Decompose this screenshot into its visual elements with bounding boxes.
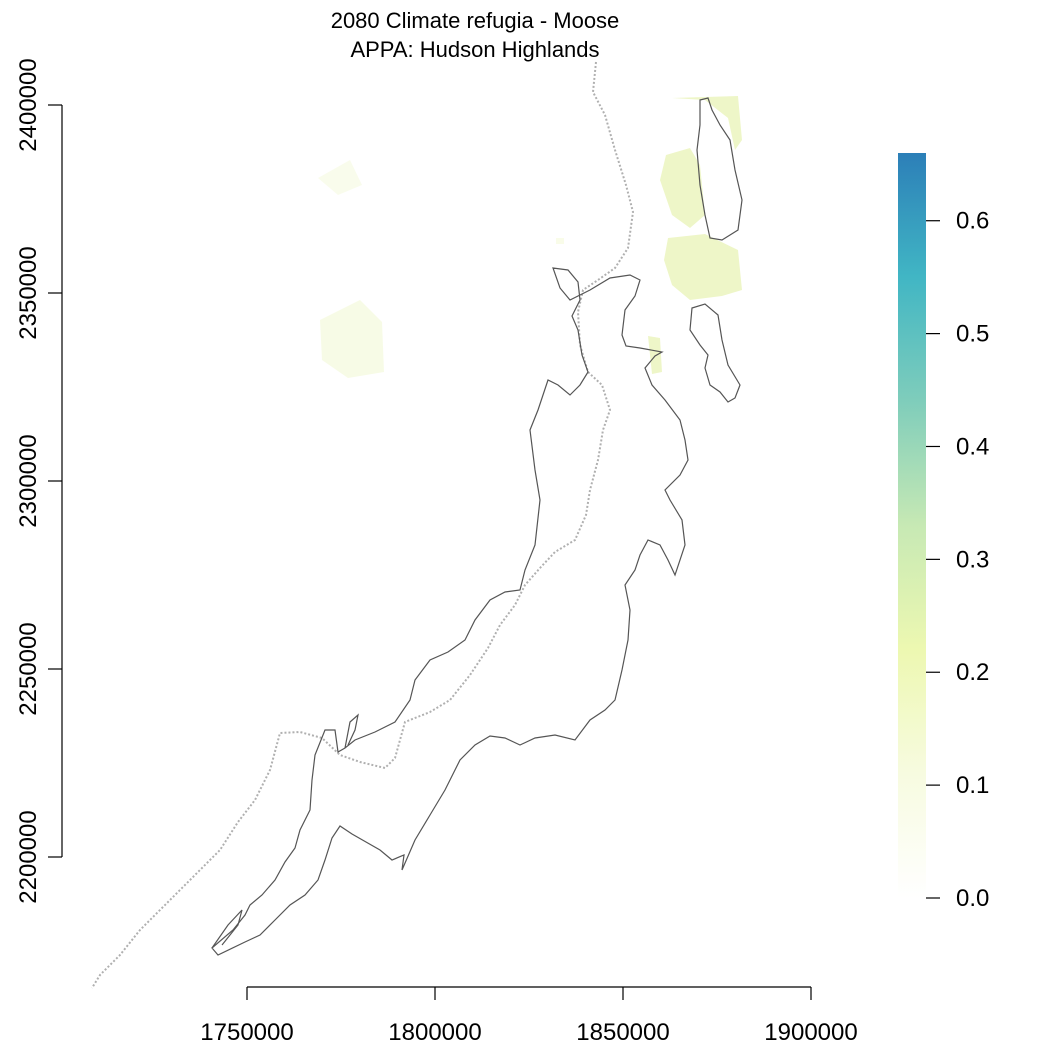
- appa-west-arm: [344, 713, 359, 749]
- colorbar-tick-label: 0.4: [956, 433, 989, 460]
- x-tick-label: 1800000: [388, 1019, 481, 1046]
- refugia-patch: [672, 96, 742, 150]
- y-tick-label: 2300000: [15, 434, 42, 527]
- refugia-patch: [318, 160, 362, 195]
- title-line-2: APPA: Hudson Highlands: [350, 37, 600, 62]
- colorbar-tick-label: 0.3: [956, 546, 989, 573]
- y-tick-label: 2400000: [15, 58, 42, 151]
- refugia-patch: [556, 238, 564, 244]
- x-axis-ticks: 1750000 1800000 1850000 1900000: [200, 987, 858, 1046]
- colorbar-ticks: 0.0 0.1 0.2 0.3 0.4 0.5 0.6: [926, 208, 989, 912]
- refugia-patch: [320, 300, 384, 378]
- refugia-patch: [664, 234, 742, 300]
- y-tick-label: 2200000: [15, 810, 42, 903]
- colorbar-tick-label: 0.6: [956, 208, 989, 235]
- x-tick-label: 1900000: [764, 1019, 857, 1046]
- appa-ne-strip: [696, 97, 743, 241]
- appa-sw-spur: [211, 909, 243, 949]
- colorbar-tick-label: 0.2: [956, 659, 989, 686]
- appa-boundary: [211, 97, 743, 956]
- y-tick-label: 2250000: [15, 622, 42, 715]
- title-line-1: 2080 Climate refugia - Moose: [330, 8, 620, 33]
- refugia-raster: [318, 96, 742, 378]
- map-title: 2080 Climate refugia - Moose APPA: Hudso…: [250, 6, 700, 64]
- refugia-patch: [648, 336, 662, 374]
- colorbar: [898, 153, 926, 898]
- x-tick-label: 1850000: [576, 1019, 669, 1046]
- state-line: [91, 61, 635, 989]
- colorbar-tick-label: 0.0: [956, 885, 989, 912]
- appa-east-loop: [689, 303, 741, 403]
- colorbar-tick-label: 0.1: [956, 772, 989, 799]
- appa-main-polygon: [211, 267, 689, 956]
- y-tick-label: 2350000: [15, 246, 42, 339]
- y-axis-ticks: 2200000 2250000 2300000 2350000 2400000: [15, 58, 62, 904]
- refugia-patch: [660, 148, 705, 228]
- colorbar-tick-label: 0.5: [956, 321, 989, 348]
- x-tick-label: 1750000: [200, 1019, 293, 1046]
